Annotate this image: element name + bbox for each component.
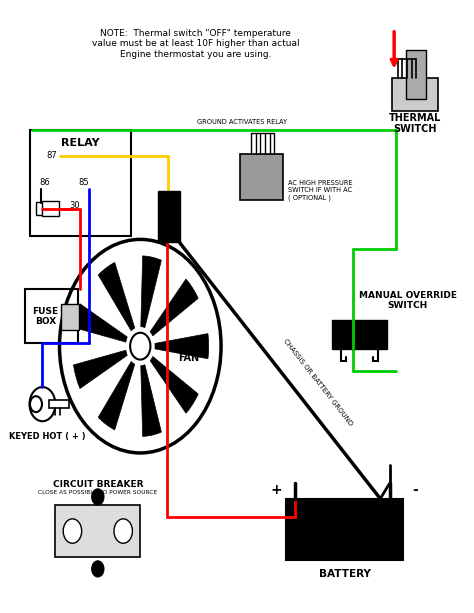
Bar xyxy=(42,201,59,216)
Bar xyxy=(239,154,283,200)
Text: MANUAL OVERRIDE
SWITCH: MANUAL OVERRIDE SWITCH xyxy=(359,291,457,310)
Text: 30: 30 xyxy=(69,201,80,210)
Bar xyxy=(55,505,140,557)
Bar xyxy=(332,320,387,349)
Wedge shape xyxy=(141,256,161,327)
Circle shape xyxy=(63,519,82,543)
Bar xyxy=(36,202,46,215)
Text: CIRCUIT BREAKER: CIRCUIT BREAKER xyxy=(53,480,143,489)
Circle shape xyxy=(130,333,150,360)
Text: AC HIGH PRESSURE
SWITCH IF WITH AC
( OPTIONAL ): AC HIGH PRESSURE SWITCH IF WITH AC ( OPT… xyxy=(288,180,353,201)
Bar xyxy=(61,304,79,330)
Circle shape xyxy=(29,387,55,421)
Wedge shape xyxy=(73,304,127,342)
Bar xyxy=(406,50,427,99)
Wedge shape xyxy=(150,279,198,336)
Bar xyxy=(286,499,403,560)
Wedge shape xyxy=(150,357,198,413)
Text: 86: 86 xyxy=(39,178,50,187)
Text: 87: 87 xyxy=(46,151,57,160)
Bar xyxy=(158,191,180,242)
Circle shape xyxy=(30,396,42,412)
Wedge shape xyxy=(98,362,135,430)
Bar xyxy=(25,289,78,343)
Text: THERMAL
SWITCH: THERMAL SWITCH xyxy=(389,113,441,134)
Wedge shape xyxy=(155,333,209,359)
Text: BATTERY: BATTERY xyxy=(319,569,371,579)
Wedge shape xyxy=(98,262,135,331)
Text: FAN: FAN xyxy=(178,353,199,364)
Circle shape xyxy=(92,489,104,505)
Text: CHASSIS OR BATTERY GROUND: CHASSIS OR BATTERY GROUND xyxy=(283,338,354,427)
Bar xyxy=(392,78,438,111)
Text: 85: 85 xyxy=(79,178,89,187)
Bar xyxy=(49,400,69,408)
Text: KEYED HOT ( + ): KEYED HOT ( + ) xyxy=(9,432,85,441)
Text: FUSE
BOX: FUSE BOX xyxy=(33,306,59,326)
Text: GROUND ACTIVATES RELAY: GROUND ACTIVATES RELAY xyxy=(197,119,287,125)
Circle shape xyxy=(92,561,104,577)
Text: +: + xyxy=(271,482,282,497)
Wedge shape xyxy=(141,365,161,436)
Text: RELAY: RELAY xyxy=(61,138,100,148)
Text: -: - xyxy=(412,482,418,497)
Wedge shape xyxy=(73,350,127,389)
Circle shape xyxy=(114,519,132,543)
Text: CLOSE AS POSSIBLE TO POWER SOURCE: CLOSE AS POSSIBLE TO POWER SOURCE xyxy=(38,490,157,495)
Bar xyxy=(29,129,131,237)
Text: NOTE:  Thermal switch "OFF" temperature
value must be at least 10F higher than a: NOTE: Thermal switch "OFF" temperature v… xyxy=(92,29,300,59)
